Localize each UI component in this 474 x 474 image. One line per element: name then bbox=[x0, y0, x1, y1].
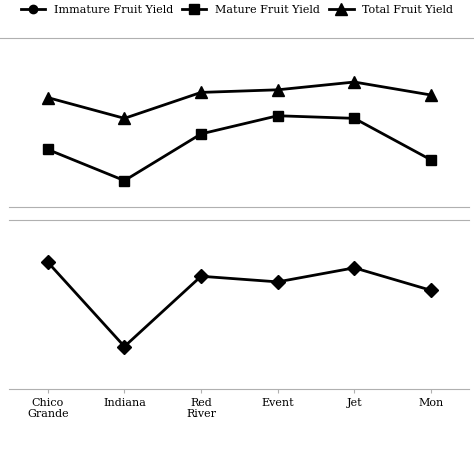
Legend: Immature Fruit Yield, Mature Fruit Yield, Total Fruit Yield: Immature Fruit Yield, Mature Fruit Yield… bbox=[16, 1, 458, 20]
